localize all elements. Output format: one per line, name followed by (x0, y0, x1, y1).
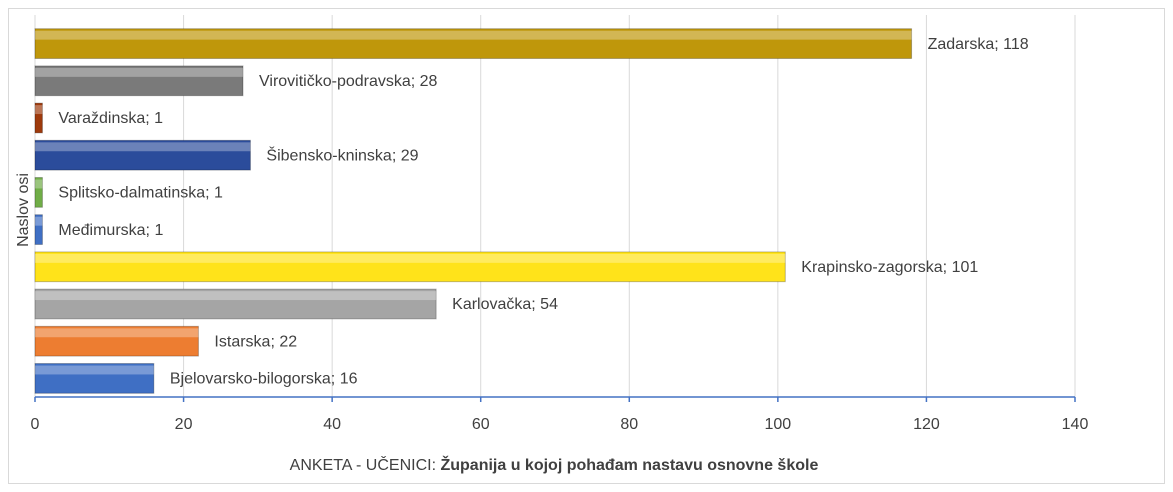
data-label: Krapinsko-zagorska; 101 (801, 259, 978, 276)
x-tick-label: 60 (472, 416, 490, 433)
x-tick-label: 140 (1062, 416, 1089, 433)
bar-shine (35, 216, 43, 226)
x-axis-title-plain: ANKETA - UČENICI: (290, 455, 441, 474)
x-tick-label: 20 (175, 416, 193, 433)
data-label: Zadarska; 118 (928, 36, 1029, 53)
bar (34, 102, 43, 134)
bar-shine (35, 291, 437, 301)
x-tick-label: 40 (323, 416, 341, 433)
x-tick-label: 100 (765, 416, 792, 433)
data-label: Virovitičko-podravska; 28 (259, 73, 438, 90)
bar (34, 28, 913, 59)
x-axis-title-bold: Županija u kojoj pohađam nastavu osnovne… (440, 455, 818, 474)
bar (34, 65, 244, 97)
x-tick-label: 80 (620, 416, 638, 433)
bar-shine (35, 67, 243, 77)
bar (34, 214, 43, 245)
bar-shine (35, 253, 786, 263)
data-label: Istarska; 22 (214, 333, 297, 350)
bar (34, 288, 437, 320)
bar (34, 139, 251, 171)
bar (34, 177, 43, 208)
bar-shine (35, 30, 912, 40)
bar-shine (35, 328, 199, 338)
bar-shine (35, 105, 43, 115)
bar (34, 325, 199, 357)
x-tick-label: 0 (31, 416, 40, 433)
data-label: Varaždinska; 1 (58, 110, 163, 127)
data-label: Splitsko-dalmatinska; 1 (58, 185, 223, 202)
y-axis-title: Naslov osi (15, 173, 32, 247)
data-label: Međimurska; 1 (58, 222, 163, 239)
bar (34, 363, 155, 394)
bar-shine (35, 179, 43, 189)
x-axis-title: ANKETA - UČENICI: Županija u kojoj pohađ… (290, 455, 819, 474)
data-label: Bjelovarsko-bilogorska; 16 (170, 371, 358, 388)
bar-shine (35, 142, 251, 152)
data-label: Šibensko-kninska; 29 (266, 145, 418, 164)
x-tick-label: 120 (913, 416, 940, 433)
bar (34, 251, 786, 283)
data-label: Karlovačka; 54 (452, 296, 558, 313)
bar-shine (35, 365, 154, 375)
